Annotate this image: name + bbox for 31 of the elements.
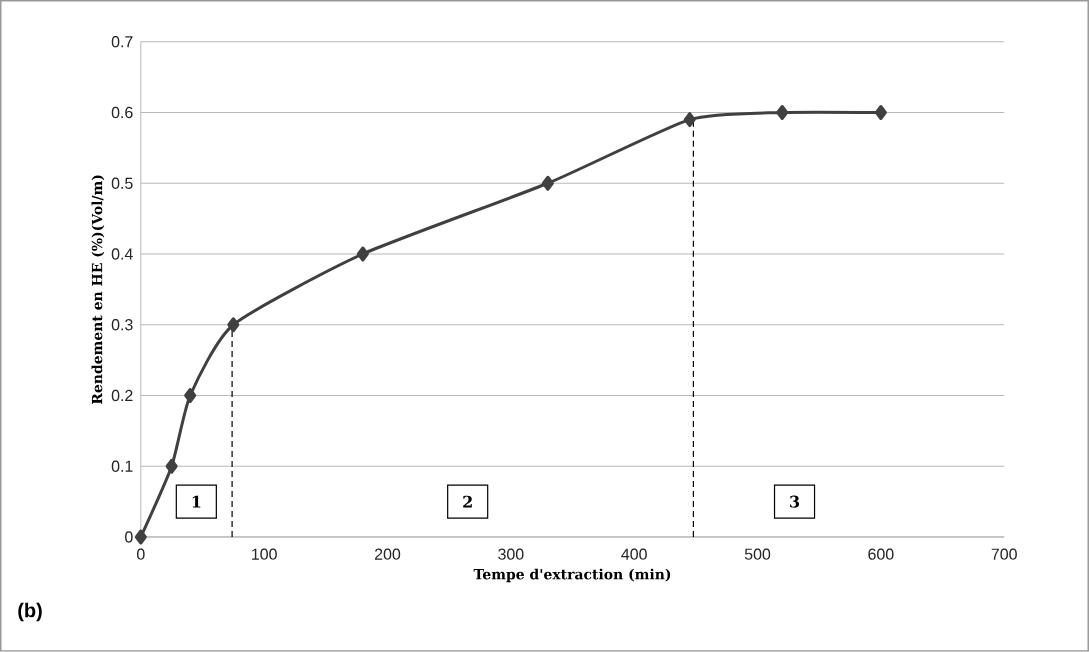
point: [227, 317, 240, 333]
annotation: 1: [192, 495, 201, 508]
x-tick-label: 0: [137, 548, 145, 560]
y-tick-label: 0.1: [111, 460, 133, 472]
text: (b): [18, 602, 42, 622]
x-tick-label: 600: [868, 548, 894, 560]
point: [134, 529, 147, 545]
y-axis-title: Rendement en HE (%)(Vol/m): [91, 175, 105, 405]
x-tick-label: 700: [991, 548, 1017, 560]
y-tick-label: 0.2: [111, 389, 133, 402]
x-axis-title: Tempe d'extraction (min): [473, 568, 671, 583]
point: [165, 458, 178, 474]
y-tick-label: 0.7: [111, 36, 133, 48]
x-tick-label: 500: [744, 548, 771, 560]
y-tick-label: 0.5: [111, 177, 133, 189]
point: [541, 175, 554, 191]
point: [874, 105, 887, 121]
y-tick-label: 0.3: [111, 319, 133, 331]
point: [776, 105, 789, 121]
point: [184, 388, 197, 404]
x-tick-label: 300: [498, 548, 524, 560]
x-tick-label: 100: [252, 548, 277, 560]
y-tick-label: 0: [125, 531, 133, 543]
point: [683, 112, 696, 128]
y-tick-label: 0.4: [111, 248, 133, 260]
annotation: 2: [463, 495, 472, 508]
point: [356, 246, 369, 262]
y-tick-label: 0.6: [111, 106, 133, 119]
annotation: 3: [790, 495, 800, 508]
x-tick-label: 400: [621, 548, 647, 560]
x-tick-label: 200: [375, 548, 401, 560]
